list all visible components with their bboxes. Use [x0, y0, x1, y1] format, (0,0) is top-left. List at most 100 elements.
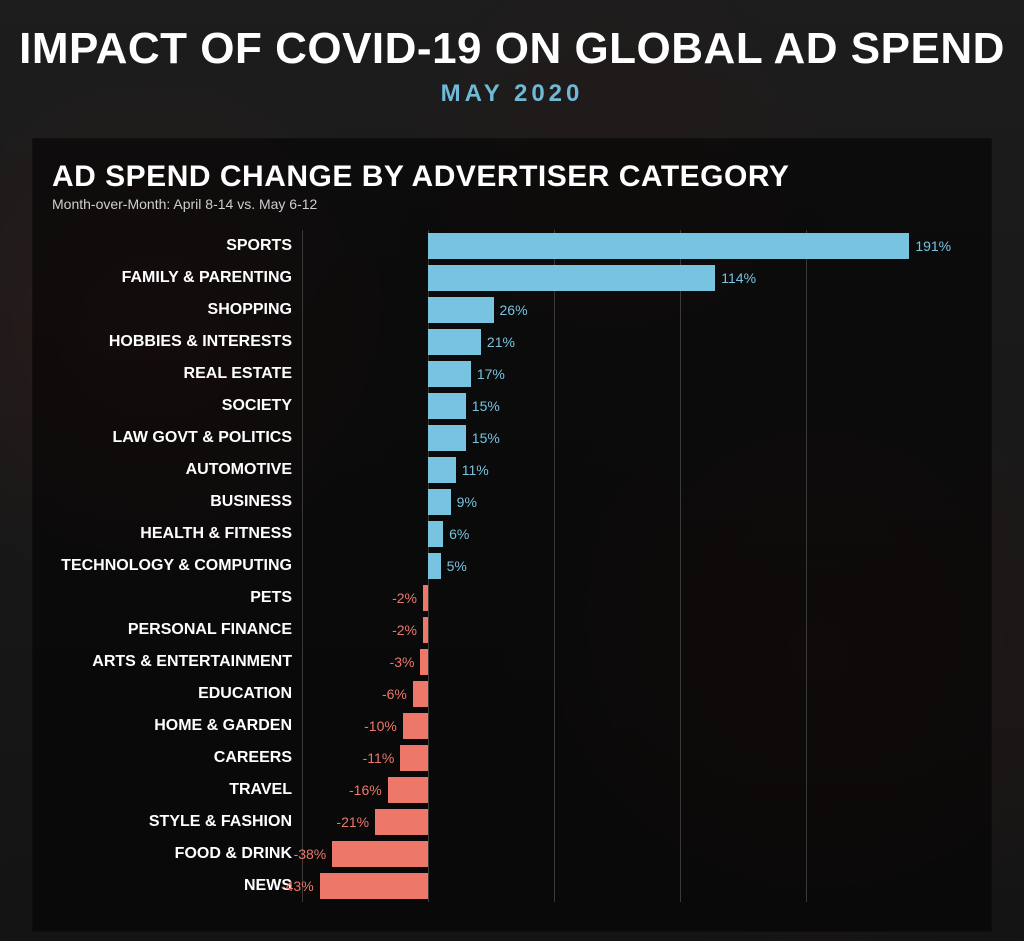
header: IMPACT OF COVID-19 ON GLOBAL AD SPEND MA…: [0, 0, 1024, 108]
value-label: 15%: [472, 398, 500, 414]
chart-row: CAREERS -11%: [52, 742, 932, 774]
value-label: -16%: [349, 782, 382, 798]
bar: [428, 329, 481, 355]
chart-row: TRAVEL -16%: [52, 774, 932, 806]
bar-track: 21%: [302, 326, 932, 358]
value-label: -2%: [392, 622, 417, 638]
chart-row: STYLE & FASHION -21%: [52, 806, 932, 838]
category-label: STYLE & FASHION: [52, 813, 302, 831]
chart-row: HOBBIES & INTERESTS21%: [52, 326, 932, 358]
category-label: PETS: [52, 589, 302, 607]
chart-row: FOOD & DRINK-38%: [52, 838, 932, 870]
category-label: TECHNOLOGY & COMPUTING: [52, 557, 302, 575]
chart-row: EDUCATION-6%: [52, 678, 932, 710]
chart-row: LAW GOVT & POLITICS 15%: [52, 422, 932, 454]
value-label: 191%: [915, 238, 951, 254]
bar-track: 26%: [302, 294, 932, 326]
bar-track: 5%: [302, 550, 932, 582]
value-label: 26%: [500, 302, 528, 318]
category-label: BUSINESS: [52, 493, 302, 511]
bar-track: 114%: [302, 262, 932, 294]
chart-row: BUSINESS 9%: [52, 486, 932, 518]
bar-track: 9%: [302, 486, 932, 518]
bar-track: -2%: [302, 582, 932, 614]
category-label: EDUCATION: [52, 685, 302, 703]
value-label: -43%: [281, 878, 314, 894]
chart-row: PETS -2%: [52, 582, 932, 614]
bar-track: -16%: [302, 774, 932, 806]
bar: [320, 873, 428, 899]
bar: [420, 649, 428, 675]
chart-title: AD SPEND CHANGE BY ADVERTISER CATEGORY: [52, 160, 972, 194]
category-label: SPORTS: [52, 237, 302, 255]
bar: [428, 393, 466, 419]
category-label: CAREERS: [52, 749, 302, 767]
bar-track: -43%: [302, 870, 932, 902]
chart-row: SOCIETY15%: [52, 390, 932, 422]
bar-track: 6%: [302, 518, 932, 550]
bar-track: -38%: [302, 838, 932, 870]
bar: [428, 233, 909, 259]
chart-subtitle: Month-over-Month: April 8-14 vs. May 6-1…: [52, 196, 972, 212]
value-label: -38%: [294, 846, 327, 862]
chart-row: AUTOMOTIVE 11%: [52, 454, 932, 486]
bar-track: 191%: [302, 230, 932, 262]
chart-panel: AD SPEND CHANGE BY ADVERTISER CATEGORY M…: [32, 138, 992, 932]
chart-row: HOME & GARDEN-10%: [52, 710, 932, 742]
bar: [428, 489, 451, 515]
bar: [428, 297, 494, 323]
value-label: 15%: [472, 430, 500, 446]
chart-row: PERSONAL FINANCE -2%: [52, 614, 932, 646]
category-label: PERSONAL FINANCE: [52, 621, 302, 639]
bar-container: SPORTS191%FAMILY & PARENTING 114% SHOPPING…: [52, 230, 932, 902]
value-label: -11%: [363, 750, 395, 766]
bar: [428, 361, 471, 387]
bar-track: 15%: [302, 390, 932, 422]
bar: [428, 521, 443, 547]
page-title: IMPACT OF COVID-19 ON GLOBAL AD SPEND: [0, 24, 1024, 74]
bar: [375, 809, 428, 835]
value-label: -3%: [390, 654, 415, 670]
chart-row: HEALTH & FITNESS 6%: [52, 518, 932, 550]
value-label: 9%: [457, 494, 477, 510]
value-label: -2%: [392, 590, 417, 606]
bar: [423, 585, 428, 611]
chart-row: FAMILY & PARENTING 114%: [52, 262, 932, 294]
category-label: FAMILY & PARENTING: [52, 269, 302, 287]
bar-track: -2%: [302, 614, 932, 646]
bar-track: -21%: [302, 806, 932, 838]
bar-track: 15%: [302, 422, 932, 454]
chart-row: TECHNOLOGY & COMPUTING 5%: [52, 550, 932, 582]
bar-track: -10%: [302, 710, 932, 742]
bar: [403, 713, 428, 739]
chart-row: NEWS-43%: [52, 870, 932, 902]
chart-row: REAL ESTATE17%: [52, 358, 932, 390]
category-label: AUTOMOTIVE: [52, 461, 302, 479]
category-label: FOOD & DRINK: [52, 845, 302, 863]
category-label: ARTS & ENTERTAINMENT: [52, 653, 302, 671]
bar: [428, 265, 715, 291]
category-label: HEALTH & FITNESS: [52, 525, 302, 543]
chart-area: SPORTS191%FAMILY & PARENTING 114% SHOPPING…: [52, 230, 932, 902]
category-label: SHOPPING: [52, 301, 302, 319]
bar: [413, 681, 428, 707]
value-label: -10%: [364, 718, 397, 734]
chart-row: ARTS & ENTERTAINMENT -3%: [52, 646, 932, 678]
value-label: 6%: [449, 526, 469, 542]
bar-track: -6%: [302, 678, 932, 710]
value-label: -21%: [336, 814, 369, 830]
value-label: 5%: [447, 558, 467, 574]
bar: [428, 457, 456, 483]
category-label: REAL ESTATE: [52, 365, 302, 383]
bar: [428, 425, 466, 451]
bar-track: -3%: [302, 646, 932, 678]
value-label: 21%: [487, 334, 515, 350]
category-label: TRAVEL: [52, 781, 302, 799]
value-label: 114%: [721, 270, 756, 286]
chart-row: SHOPPING 26%: [52, 294, 932, 326]
bar: [400, 745, 428, 771]
category-label: LAW GOVT & POLITICS: [52, 429, 302, 447]
bar: [332, 841, 428, 867]
value-label: 11%: [462, 462, 489, 478]
page-subtitle: MAY 2020: [0, 80, 1024, 108]
